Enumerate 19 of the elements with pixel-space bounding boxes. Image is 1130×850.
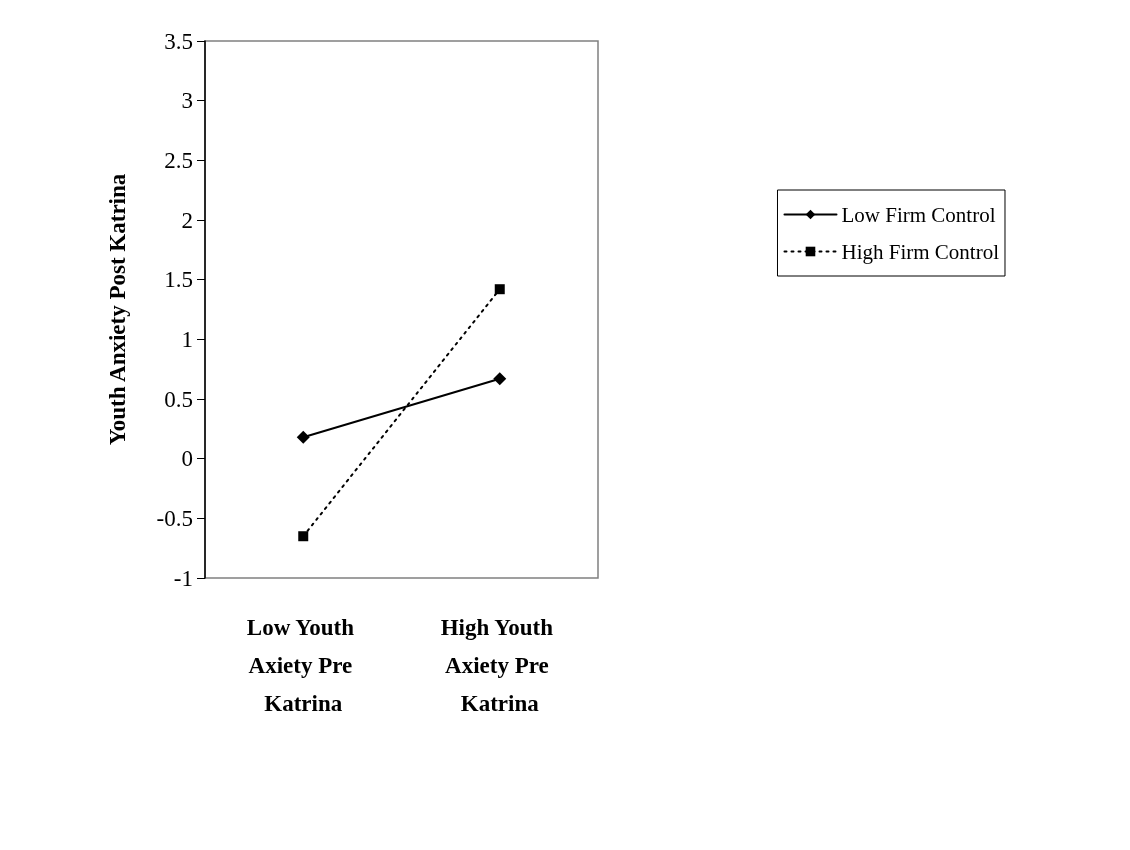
y-tick-label: -0.5 (156, 505, 193, 531)
point (296, 430, 310, 444)
y-tick-label: 3 (181, 88, 193, 114)
legend-label: High Firm Control (841, 239, 1000, 264)
y-tick-label: 0.5 (164, 386, 193, 412)
y-tick-label: 2.5 (164, 147, 193, 173)
x-tick-label: Low Youth Axiety Pre Katrina (246, 614, 360, 716)
y-tick-label: -1 (173, 565, 193, 591)
point (494, 284, 505, 295)
point (298, 531, 309, 542)
y-axis-title: Youth Anxiety Post Katrina (105, 173, 130, 446)
x-tick-label: High Youth Axiety Pre Katrina (440, 614, 559, 716)
y-tick-label: 3.5 (164, 28, 193, 54)
y-tick-label: 1.5 (164, 267, 193, 293)
y-tick-label: 2 (181, 207, 193, 233)
legend-label: Low Firm Control (841, 202, 996, 227)
point (493, 372, 507, 386)
y-tick-label: 0 (181, 446, 193, 472)
y-tick-label: 1 (181, 326, 193, 352)
